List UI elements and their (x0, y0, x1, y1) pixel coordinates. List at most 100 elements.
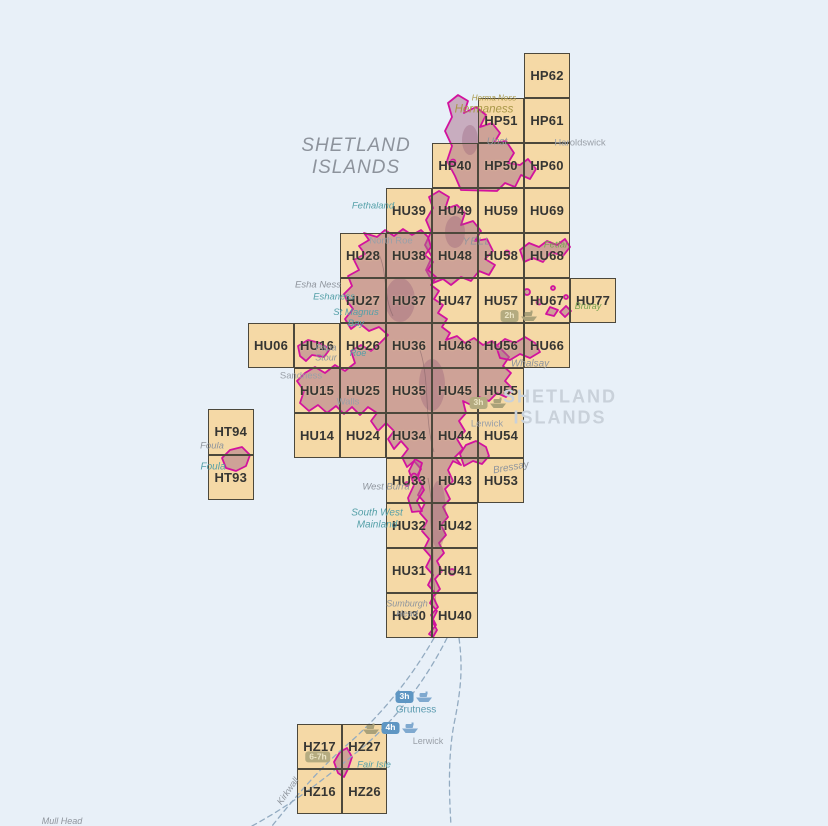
grid-square-ht93[interactable]: HT93 (208, 454, 254, 500)
grid-square-label: HZ17 (303, 739, 336, 754)
grid-square-label: HU34 (391, 428, 427, 443)
grid-square-label: HU66 (529, 338, 565, 353)
grid-square-label: HU47 (437, 293, 473, 308)
grid-square-hu43[interactable]: HU43 (432, 458, 478, 503)
grid-square-label: HU28 (345, 248, 381, 263)
grid-square-label: HU25 (345, 383, 381, 398)
grid-square-hu41[interactable]: HU41 (432, 548, 478, 593)
grid-square-label: HZ27 (348, 739, 381, 754)
grid-square-hu46[interactable]: HU46 (432, 323, 478, 368)
grid-square-label: HU30 (391, 608, 427, 623)
grid-square-hu69[interactable]: HU69 (524, 188, 570, 233)
grid-square-label: HU43 (437, 473, 473, 488)
grid-square-label: HU45 (437, 383, 473, 398)
grid-square-label: HU27 (345, 293, 381, 308)
grid-square-hu16[interactable]: HU16 (294, 323, 340, 368)
grid-square-hu59[interactable]: HU59 (478, 188, 524, 233)
grid-square-hu67[interactable]: HU67 (524, 278, 570, 323)
grid-square-label: HU37 (391, 293, 427, 308)
grid-square-bg-hu77 (570, 278, 616, 323)
grid-square-hu40[interactable]: HU40 (432, 593, 478, 638)
grid-square-label: HP40 (438, 158, 472, 173)
grid-square-hp40[interactable]: HP40 (432, 143, 478, 188)
grid-square-label: HU41 (437, 563, 473, 578)
grid-square-hz26[interactable]: HZ26 (342, 769, 387, 814)
grid-square-hu26[interactable]: HU26 (340, 323, 386, 368)
grid-square-hp62[interactable]: HP62 (524, 53, 570, 98)
grid-square-hp50[interactable]: HP50 (478, 143, 524, 188)
grid-square-label: HU67 (529, 293, 565, 308)
place-label-grutness: Grutness (395, 704, 437, 716)
grid-square-hp51[interactable]: HP51 (478, 98, 524, 143)
ferry-duration-pill: 3h (395, 691, 414, 703)
grid-square-label: HU24 (345, 428, 381, 443)
grid-square-label: HU68 (529, 248, 565, 263)
grid-square-label: HU36 (391, 338, 427, 353)
grid-square-hu49[interactable]: HU49 (432, 188, 478, 233)
grid-square-hu14[interactable]: HU14 (294, 413, 340, 458)
grid-square-hu77[interactable]: HU77 (570, 278, 616, 323)
grid-square-hu55[interactable]: HU55 (478, 368, 524, 413)
grid-square-label: HU57 (483, 293, 519, 308)
grid-square-hu38[interactable]: HU38 (386, 233, 432, 278)
grid-square-label: HU38 (391, 248, 427, 263)
grid-square-label: HP61 (530, 113, 564, 128)
grid-square-hu32[interactable]: HU32 (386, 503, 432, 548)
grid-square-hu15[interactable]: HU15 (294, 368, 340, 413)
grid-square-hu57[interactable]: HU57 (478, 278, 524, 323)
grid-square-label: HT94 (214, 424, 248, 440)
grid-square-hu33[interactable]: HU33 (386, 458, 432, 503)
grid-square-hu54[interactable]: HU54 (478, 413, 524, 458)
grid-square-hp60[interactable]: HP60 (524, 143, 570, 188)
grid-square-hu36[interactable]: HU36 (386, 323, 432, 368)
grid-square-hp61[interactable]: HP61 (524, 98, 570, 143)
grid-square-label: HU54 (483, 428, 519, 443)
place-label-mull-head: Mull Head (41, 815, 83, 826)
grid-square-label: HU69 (529, 203, 565, 218)
grid-square-label: HU49 (437, 203, 473, 218)
grid-square-hu27[interactable]: HU27 (340, 278, 386, 323)
grid-square-label: HU44 (437, 428, 473, 443)
grid-square-hu45[interactable]: HU45 (432, 368, 478, 413)
grid-square-hu68[interactable]: HU68 (524, 233, 570, 278)
grid-square-hu66[interactable]: HU66 (524, 323, 570, 368)
grid-square-label: HU46 (437, 338, 473, 353)
grid-square-label: HU14 (299, 428, 335, 443)
place-label-lerwick: Lerwick (412, 735, 444, 746)
grid-square-label: HU53 (483, 473, 519, 488)
grid-square-bg-hu69 (524, 188, 570, 233)
grid-square-label: HU59 (483, 203, 519, 218)
ferry-marker-3h: 3h (395, 691, 433, 703)
grid-square-label: HP50 (484, 158, 518, 173)
grid-square-hz16[interactable]: HZ16 (297, 769, 342, 814)
grid-square-hu35[interactable]: HU35 (386, 368, 432, 413)
grid-square-hu56[interactable]: HU56 (478, 323, 524, 368)
ferry-ship-icon (415, 691, 432, 702)
grid-square-hu30[interactable]: HU30 (386, 593, 432, 638)
grid-square-label: HU26 (345, 338, 381, 353)
grid-square-hu42[interactable]: HU42 (432, 503, 478, 548)
grid-square-hu39[interactable]: HU39 (386, 188, 432, 233)
grid-square-hu48[interactable]: HU48 (432, 233, 478, 278)
grid-square-hz27[interactable]: HZ27 (342, 724, 387, 769)
grid-square-hu37[interactable]: HU37 (386, 278, 432, 323)
grid-square-hu28[interactable]: HU28 (340, 233, 386, 278)
grid-square-hu44[interactable]: HU44 (432, 413, 478, 458)
grid-square-label: HZ26 (348, 784, 381, 799)
grid-square-label: HZ16 (303, 784, 336, 799)
grid-square-hu47[interactable]: HU47 (432, 278, 478, 323)
grid-square-hu06[interactable]: HU06 (248, 323, 294, 368)
grid-square-hu34[interactable]: HU34 (386, 413, 432, 458)
grid-square-ht94[interactable]: HT94 (208, 409, 254, 455)
grid-square-hu58[interactable]: HU58 (478, 233, 524, 278)
grid-square-label: HP62 (530, 68, 564, 83)
grid-square-hu24[interactable]: HU24 (340, 413, 386, 458)
grid-square-label: HU56 (483, 338, 519, 353)
grid-square-label: HU39 (391, 203, 427, 218)
grid-square-label: HU35 (391, 383, 427, 398)
grid-square-hu31[interactable]: HU31 (386, 548, 432, 593)
grid-square-hz17[interactable]: HZ17 (297, 724, 342, 769)
grid-square-hu53[interactable]: HU53 (478, 458, 524, 503)
ferry-marker-4h: 4h (381, 722, 419, 734)
grid-square-hu25[interactable]: HU25 (340, 368, 386, 413)
